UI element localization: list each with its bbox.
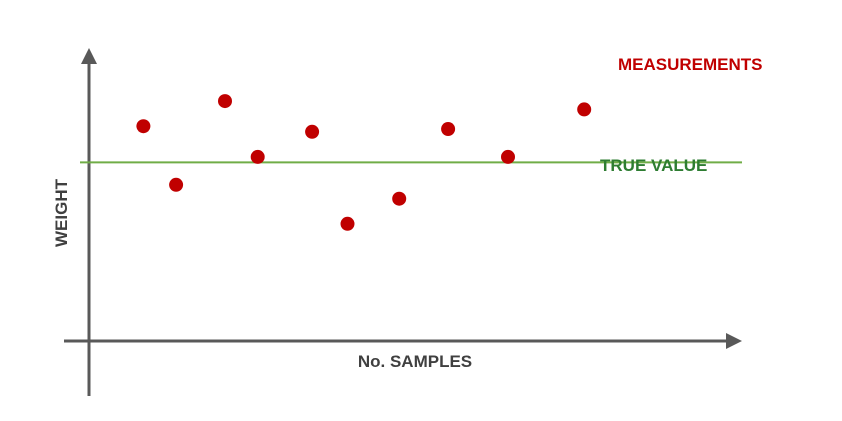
measurement-point-5 (305, 124, 320, 139)
measurement-point-1 (136, 119, 151, 134)
x-axis-arrow (726, 333, 742, 349)
measurement-point-4 (250, 149, 265, 164)
true-value-label: TRUE VALUE (600, 156, 707, 175)
measurement-point-7 (392, 191, 407, 206)
measurement-points (136, 94, 592, 231)
measurement-point-10 (577, 102, 592, 117)
measurement-point-8 (441, 122, 456, 136)
measurement-point-2 (169, 177, 184, 192)
y-axis-label: WEIGHT (52, 178, 71, 247)
measurement-point-3 (218, 94, 232, 109)
legend-measurements-label: MEASUREMENTS (618, 55, 763, 74)
measurement-point-6 (340, 216, 355, 231)
x-axis-label: No. SAMPLES (358, 352, 472, 371)
measurement-point-9 (501, 149, 515, 164)
y-axis-arrow (81, 48, 97, 64)
